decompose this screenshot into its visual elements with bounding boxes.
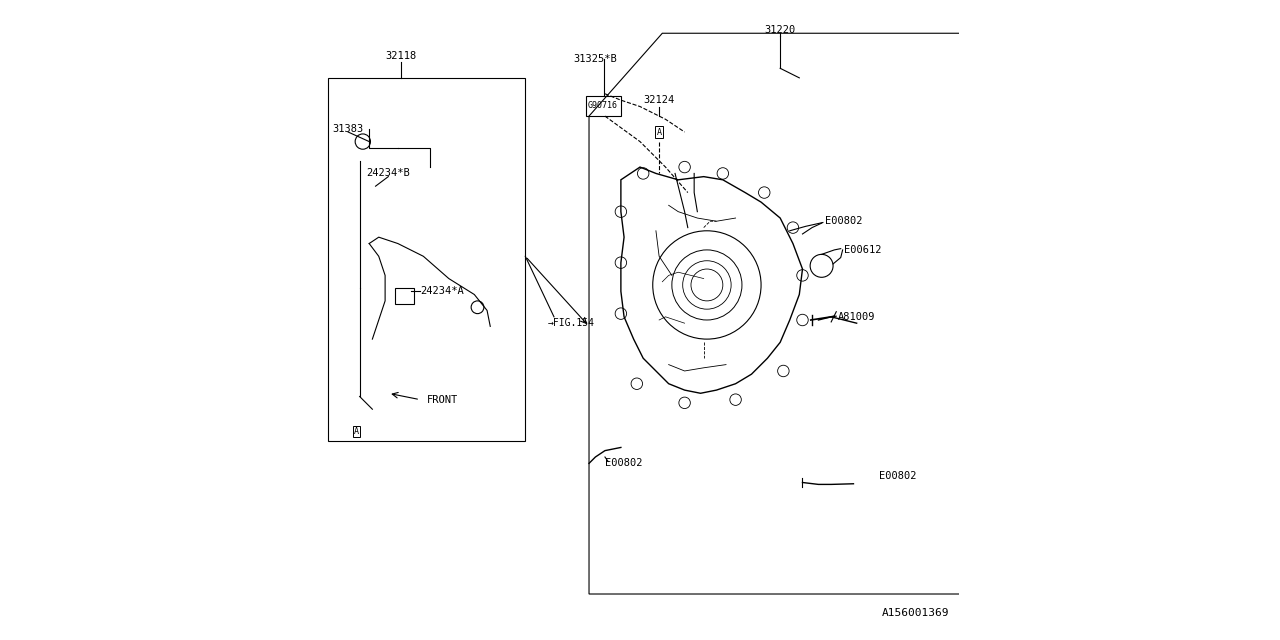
Text: E00802: E00802: [605, 458, 643, 468]
Text: 31220: 31220: [764, 25, 796, 35]
Text: A: A: [657, 127, 662, 136]
Text: FRONT: FRONT: [426, 395, 458, 404]
Text: A156001369: A156001369: [882, 608, 948, 618]
Text: E00802: E00802: [824, 216, 863, 226]
Text: 31325*B: 31325*B: [573, 54, 617, 64]
Text: 24234*A: 24234*A: [421, 286, 465, 296]
Text: 31383: 31383: [333, 124, 364, 134]
Text: E00612: E00612: [844, 245, 882, 255]
Text: A81009: A81009: [837, 312, 876, 322]
Text: A: A: [355, 427, 358, 436]
Bar: [586, 96, 621, 116]
Text: G90716: G90716: [588, 101, 618, 110]
Bar: [394, 288, 413, 304]
Text: E00802: E00802: [879, 471, 916, 481]
Text: 32118: 32118: [385, 51, 417, 61]
Text: 24234*B: 24234*B: [366, 168, 410, 179]
Text: →FIG.154: →FIG.154: [548, 318, 595, 328]
Text: 32124: 32124: [644, 95, 675, 105]
